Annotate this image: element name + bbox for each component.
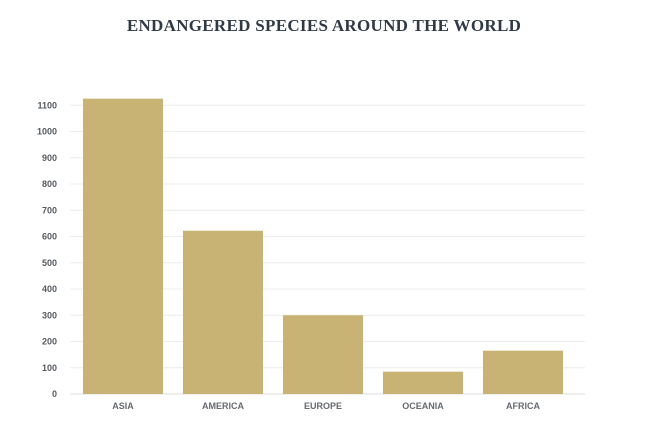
bar-oceania (383, 371, 463, 394)
x-category-label: AFRICA (506, 401, 540, 411)
x-category-label: EUROPE (304, 401, 342, 411)
y-tick-label: 900 (42, 153, 57, 163)
y-tick-label: 0 (52, 389, 57, 399)
y-tick-label: 300 (42, 310, 57, 320)
x-category-label: OCEANIA (402, 401, 444, 411)
x-axis-category-labels: ASIA AMERICA EUROPE OCEANIA AFRICA (112, 401, 540, 411)
chart-title: ENDANGERED SPECIES AROUND THE WORLD (126, 16, 522, 35)
y-tick-label: 200 (42, 337, 57, 347)
bars (83, 98, 563, 394)
y-tick-label: 400 (42, 284, 57, 294)
y-tick-label: 100 (42, 363, 57, 373)
bar-america (183, 230, 263, 394)
bar-africa (483, 350, 563, 394)
y-tick-label: 1000 (37, 127, 57, 137)
bar-asia (83, 98, 163, 394)
y-tick-label: 500 (42, 258, 57, 268)
y-axis-tick-labels: 0 100 200 300 400 500 600 700 800 900 1000 1100 (37, 100, 57, 399)
x-category-label: ASIA (112, 401, 134, 411)
bar-europe (283, 315, 363, 394)
y-tick-label: 700 (42, 205, 57, 215)
y-tick-label: 1100 (37, 100, 57, 110)
x-category-label: AMERICA (202, 401, 244, 411)
y-tick-label: 600 (42, 232, 57, 242)
y-tick-label: 800 (42, 179, 57, 189)
